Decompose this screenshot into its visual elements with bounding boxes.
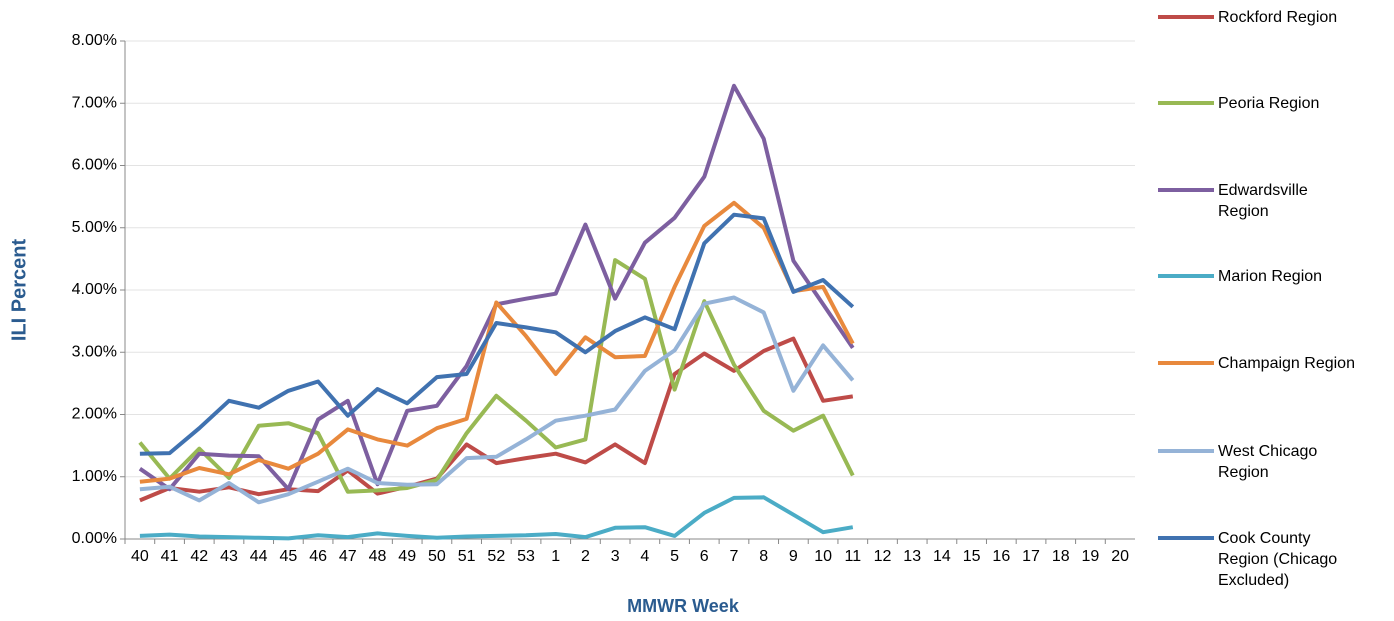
x-tick-label: 3: [611, 548, 620, 565]
x-tick-label: 44: [250, 548, 268, 565]
x-tick-label: 9: [789, 548, 798, 565]
x-tick-label: 52: [487, 548, 505, 565]
legend-item: Rockford Region: [1158, 7, 1394, 28]
x-tick-label: 12: [874, 548, 892, 565]
x-tick-label: 15: [963, 548, 981, 565]
x-tick-label: 6: [700, 548, 709, 565]
x-tick-label: 40: [131, 548, 149, 565]
legend-item: Cook County Region (Chicago Excluded): [1158, 528, 1394, 591]
legend-item: Marion Region: [1158, 266, 1394, 287]
legend-swatch: [1158, 274, 1214, 278]
x-tick-label: 17: [1022, 548, 1040, 565]
legend-label: Edwardsville Region: [1218, 182, 1308, 220]
legend-item: Peoria Region: [1158, 93, 1394, 114]
x-tick-label: 19: [1082, 548, 1100, 565]
x-tick-label: 13: [903, 548, 921, 565]
legend-item: Edwardsville Region: [1158, 180, 1394, 222]
series-line: [139, 200, 855, 484]
y-tick-label: 7.00%: [72, 94, 117, 111]
x-tick-label: 45: [279, 548, 297, 565]
series-line: [139, 336, 854, 503]
legend-label: Marion Region: [1218, 268, 1323, 285]
series-line: [139, 295, 855, 505]
x-tick-label: 5: [670, 548, 679, 565]
legend-label: West Chicago Region: [1218, 443, 1318, 481]
x-tick-label: 2: [581, 548, 590, 565]
legend-item: Champaign Region: [1158, 353, 1394, 374]
y-tick-label: 1.00%: [72, 468, 117, 485]
y-tick-label: 0.00%: [72, 530, 117, 547]
x-tick-label: 46: [309, 548, 327, 565]
series-line: [138, 83, 855, 492]
x-tick-label: 1: [551, 548, 560, 565]
legend-swatch: [1158, 361, 1214, 365]
series-line: [139, 495, 854, 541]
legend-label: Champaign Region: [1218, 355, 1355, 372]
x-tick-label: 10: [814, 548, 832, 565]
x-tick-label: 7: [730, 548, 739, 565]
x-tick-label: 43: [220, 548, 238, 565]
y-tick-label: 4.00%: [72, 281, 117, 298]
x-tick-label: 51: [458, 548, 476, 565]
legend-swatch: [1158, 188, 1214, 192]
legend-swatch: [1158, 536, 1214, 540]
legend-swatch: [1158, 15, 1214, 19]
y-tick-label: 6.00%: [72, 157, 117, 174]
legend-swatch: [1158, 449, 1214, 453]
legend-label: Rockford Region: [1218, 9, 1338, 26]
x-tick-label: 18: [1052, 548, 1070, 565]
y-axis-title: ILI Percent: [8, 239, 30, 342]
x-tick-label: 53: [517, 548, 535, 565]
x-tick-label: 14: [933, 548, 951, 565]
x-tick-label: 42: [190, 548, 208, 565]
legend-label: Peoria Region: [1218, 95, 1320, 112]
x-tick-label: 47: [339, 548, 357, 565]
x-tick-label: 49: [398, 548, 416, 565]
x-tick-label: 8: [759, 548, 768, 565]
x-tick-label: 4: [640, 548, 649, 565]
x-tick-label: 48: [369, 548, 387, 565]
x-tick-label: 11: [844, 548, 861, 565]
y-tick-label: 5.00%: [72, 219, 117, 236]
legend-label: Cook County Region (Chicago Excluded): [1218, 530, 1338, 589]
series-line: [138, 258, 855, 494]
x-tick-label: 20: [1111, 548, 1129, 565]
x-tick-label: 41: [161, 548, 179, 565]
x-tick-label: 50: [428, 548, 446, 565]
legend-item: West Chicago Region: [1158, 441, 1394, 483]
legend-swatch: [1158, 101, 1214, 105]
x-axis-title: MMWR Week: [627, 596, 740, 616]
y-tick-label: 3.00%: [72, 343, 117, 360]
y-tick-label: 2.00%: [72, 406, 117, 423]
x-tick-label: 16: [992, 548, 1010, 565]
series-line: [139, 212, 855, 456]
y-tick-label: 8.00%: [72, 32, 117, 49]
